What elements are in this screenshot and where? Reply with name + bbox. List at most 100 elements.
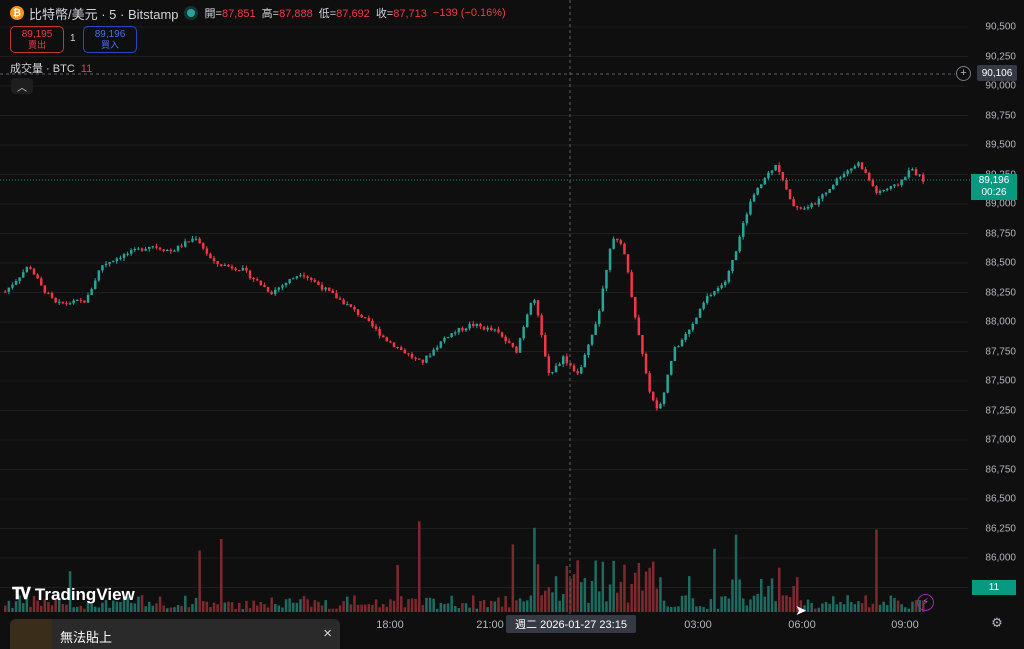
volume-bar	[792, 585, 795, 612]
candle-body	[500, 332, 504, 337]
candle-body	[238, 270, 241, 272]
lightning-icon[interactable]: ⚡	[917, 594, 934, 611]
candle-body	[770, 170, 774, 173]
volume-bar	[299, 599, 302, 612]
volume-bar	[522, 601, 525, 612]
candle-body	[515, 346, 518, 353]
tradingview-logo[interactable]: 𝐓𝐕 TradingView	[12, 585, 135, 604]
volume-bar	[61, 603, 65, 612]
candle-body	[364, 317, 367, 319]
time-axis-label: 09:00	[891, 619, 919, 631]
candle-body	[7, 287, 11, 292]
candle-body	[641, 335, 644, 354]
volume-bar	[335, 608, 338, 612]
gear-icon[interactable]: ⚙	[991, 615, 1003, 630]
close-icon[interactable]: ×	[323, 625, 332, 642]
candle-body	[637, 317, 641, 336]
candle-body	[490, 327, 493, 331]
candle-body	[4, 291, 7, 293]
candle-body	[353, 306, 356, 310]
candle-body	[738, 236, 741, 252]
volume-bar	[716, 608, 720, 612]
candle-body	[508, 341, 511, 343]
collapse-legend-button[interactable]: ︿	[11, 78, 33, 94]
candle-body	[533, 300, 536, 304]
candle-body	[40, 278, 43, 286]
ohlc-close: 收=87,713	[375, 8, 427, 20]
volume-bar	[425, 597, 428, 612]
sell-button[interactable]: 89,195 賣出	[10, 26, 64, 53]
candle-body	[320, 284, 324, 290]
volume-bar	[234, 608, 237, 612]
candle-body	[191, 238, 194, 242]
volume-legend[interactable]: 成交量 · BTC 11	[10, 60, 92, 76]
candle-body	[317, 281, 320, 285]
candle-body	[907, 170, 911, 178]
volume-bar	[209, 607, 212, 612]
volume-bar	[155, 603, 158, 612]
price-axis-label: 89,000	[985, 198, 1016, 210]
candle-body	[108, 262, 111, 264]
volume-bar	[558, 600, 561, 612]
volume-bar	[817, 607, 821, 612]
volume-bar	[799, 600, 803, 612]
volume-bar	[623, 564, 626, 612]
volume-bar	[648, 567, 651, 612]
candle-body	[605, 269, 608, 289]
volume-bar	[32, 596, 36, 612]
volume-bar	[29, 606, 32, 612]
candle-body	[148, 246, 151, 249]
volume-bar	[140, 595, 144, 612]
candle-body	[151, 246, 155, 248]
candle-body	[644, 353, 648, 374]
volume-bar	[4, 605, 7, 612]
volume-bar	[821, 603, 824, 612]
buy-button[interactable]: 89,196 買入	[83, 26, 137, 53]
volume-bar	[464, 603, 468, 612]
candle-body	[299, 275, 302, 277]
candle-body	[565, 356, 569, 364]
volume-bar	[317, 601, 320, 612]
volume-bar	[346, 596, 349, 612]
candle-body	[698, 308, 702, 318]
volume-bar	[202, 601, 205, 612]
candle-body	[288, 279, 291, 283]
candle-body	[670, 360, 673, 375]
volume-bar	[515, 600, 518, 612]
volume-bar	[893, 598, 896, 612]
candle-body	[893, 184, 896, 187]
volume-bar	[36, 600, 39, 612]
volume-bar	[482, 600, 486, 612]
candle-body	[61, 301, 65, 304]
candle-body	[389, 341, 392, 343]
bar-countdown: 00:26	[981, 187, 1007, 198]
volume-bar	[547, 587, 551, 612]
candle-body	[839, 177, 842, 179]
candle-body	[734, 251, 738, 260]
volume-bar	[241, 608, 245, 612]
candle-body	[554, 365, 558, 373]
candle-body	[511, 342, 515, 347]
candle-body	[788, 189, 792, 200]
volume-bar	[900, 604, 903, 612]
time-axis-label: 03:00	[684, 619, 712, 631]
volume-bar	[212, 602, 216, 612]
add-alert-plus-icon[interactable]: +	[956, 66, 971, 81]
volume-bar	[47, 602, 50, 612]
volume-bar	[101, 602, 104, 612]
candle-body	[626, 254, 630, 273]
volume-bar	[472, 595, 475, 612]
toast-thumbnail	[10, 619, 52, 649]
volume-bar	[616, 592, 619, 612]
ohlc-open: 開=87,851	[204, 8, 256, 20]
price-axis-label: 87,750	[985, 346, 1016, 357]
candle-body	[461, 327, 464, 331]
symbol-title[interactable]: 比特幣/美元 · 5 · Bitstamp	[29, 6, 179, 22]
candle-body	[821, 194, 824, 199]
volume-bar	[594, 560, 597, 612]
candle-body	[824, 192, 828, 195]
candle-body	[716, 288, 720, 292]
volume-bar	[151, 605, 155, 612]
candle-body	[443, 337, 446, 342]
